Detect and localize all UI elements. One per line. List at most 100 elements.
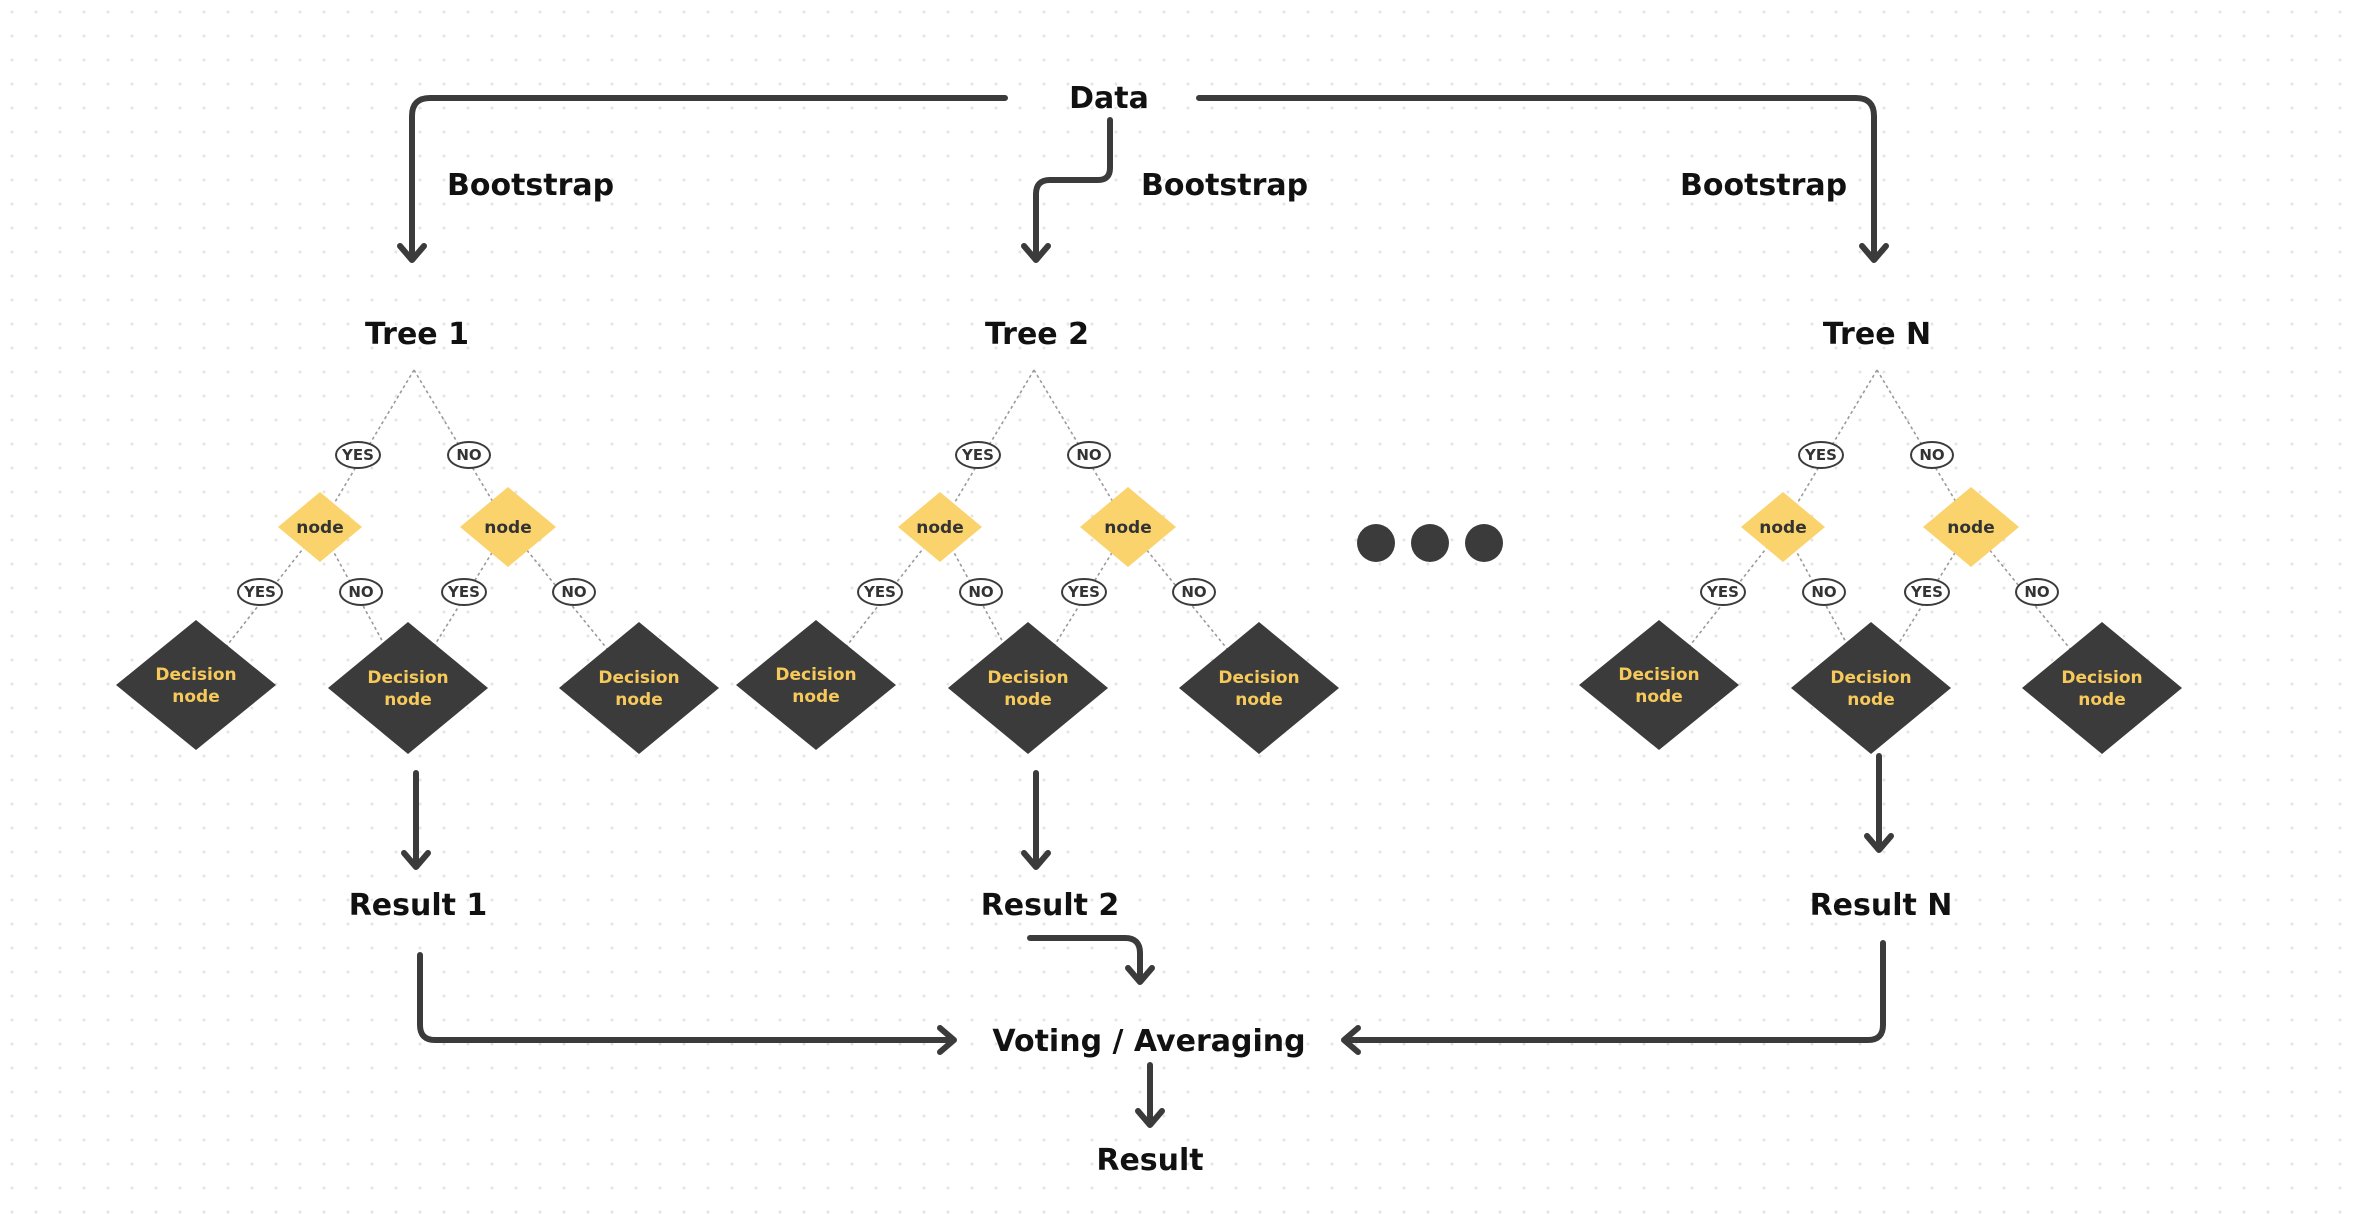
bootstrap-flow-2 <box>1021 117 1113 263</box>
yes-branch-label: YES <box>1804 446 1837 464</box>
branch-line <box>1970 526 2103 689</box>
leaf-decision-node <box>1179 622 1339 754</box>
split-node-label: node <box>916 518 963 538</box>
leaf-label-line-2: node <box>1235 690 1282 710</box>
no-branch-pill <box>1172 578 1216 606</box>
split-node <box>1080 487 1176 567</box>
leaf-decision-node <box>948 622 1108 754</box>
no-branch-label: NO <box>968 583 993 601</box>
branch-line <box>1127 526 1260 689</box>
split-node-label: node <box>1104 518 1151 538</box>
yes-branch-label: YES <box>961 446 994 464</box>
split-node <box>1741 492 1825 562</box>
final-result-label: Result <box>1096 1143 1203 1178</box>
yes-branch-pill <box>441 578 487 606</box>
yes-branch-pill <box>955 441 1001 469</box>
split-node-label: node <box>296 518 343 538</box>
leaf-label-line-2: node <box>2078 690 2125 710</box>
yes-branch-pill <box>1904 578 1950 606</box>
yes-branch-pill <box>335 441 381 469</box>
leaf-label-line-2: node <box>1635 687 1682 707</box>
no-branch-label: NO <box>456 446 481 464</box>
no-branch-label: NO <box>2024 583 2049 601</box>
leaf-label-line-1: Decision <box>598 668 679 688</box>
leaf-label-line-1: Decision <box>987 668 1068 688</box>
yes-branch-pill <box>1798 441 1844 469</box>
no-branch-pill <box>1910 441 1954 469</box>
yes-branch-pill <box>857 578 903 606</box>
leaf-decision-node <box>116 620 276 750</box>
leaf-decision-node <box>328 622 488 754</box>
yes-branch-label: YES <box>1067 583 1100 601</box>
leaf-decision-node <box>559 622 719 754</box>
leaf-label-line-2: node <box>1847 690 1894 710</box>
arrowhead <box>1864 833 1894 853</box>
tree-result-label: Result 2 <box>981 888 1120 923</box>
split-node <box>278 492 362 562</box>
tree-result-label: Result 1 <box>349 888 488 923</box>
data-label: Data <box>1069 81 1149 116</box>
tree-title: Tree 1 <box>365 317 469 352</box>
split-node-label: node <box>1759 518 1806 538</box>
leaf-label-line-1: Decision <box>2061 668 2142 688</box>
leaf-label-line-1: Decision <box>775 665 856 685</box>
bootstrap-label-2: Bootstrap <box>1141 168 1308 203</box>
aggregate-to-result <box>1135 1062 1165 1128</box>
no-branch-pill <box>447 441 491 469</box>
yes-branch-label: YES <box>243 583 276 601</box>
leaf-label-line-2: node <box>615 690 662 710</box>
bootstrap-flow-3 <box>1196 95 1889 263</box>
no-branch-pill <box>552 578 596 606</box>
leaf-label-line-2: node <box>384 690 431 710</box>
leaf-decision-node <box>2022 622 2182 754</box>
no-branch-pill <box>1067 441 1111 469</box>
leaf-decision-node <box>1579 620 1739 750</box>
yes-branch-pill <box>1061 578 1107 606</box>
no-branch-label: NO <box>1076 446 1101 464</box>
arrowhead <box>1021 850 1051 870</box>
no-branch-label: NO <box>1919 446 1944 464</box>
leaf-label-line-1: Decision <box>367 668 448 688</box>
yes-branch-label: YES <box>447 583 480 601</box>
tree-title: Tree N <box>1823 317 1931 352</box>
leaf-label-line-2: node <box>792 687 839 707</box>
result-n-to-aggregate <box>1341 940 1886 1055</box>
leaf-label-line-1: Decision <box>1218 668 1299 688</box>
yes-branch-label: YES <box>1910 583 1943 601</box>
bootstrap-label-1: Bootstrap <box>447 168 614 203</box>
split-node-label: node <box>484 518 531 538</box>
no-branch-pill <box>339 578 383 606</box>
split-node <box>1923 487 2019 567</box>
no-branch-label: NO <box>1811 583 1836 601</box>
result-1-to-aggregate <box>417 952 957 1055</box>
no-branch-pill <box>2015 578 2059 606</box>
no-branch-label: NO <box>348 583 373 601</box>
leaf-label-line-2: node <box>172 687 219 707</box>
bootstrap-label-3: Bootstrap <box>1680 168 1847 203</box>
leaf-label-line-1: Decision <box>1830 668 1911 688</box>
yes-branch-label: YES <box>863 583 896 601</box>
split-node <box>460 487 556 567</box>
arrowhead <box>401 850 431 870</box>
leaf-decision-node <box>736 620 896 750</box>
branch-line <box>507 526 640 689</box>
yes-branch-label: YES <box>341 446 374 464</box>
ellipsis-icon <box>1357 524 1503 562</box>
no-branch-label: NO <box>1181 583 1206 601</box>
tree-result-label: Result N <box>1810 888 1953 923</box>
leaf-label-line-2: node <box>1004 690 1051 710</box>
result-2-to-aggregate <box>1027 935 1155 985</box>
yes-branch-pill <box>237 578 283 606</box>
bootstrap-flow-1 <box>397 95 1008 263</box>
tree-title: Tree 2 <box>985 317 1089 352</box>
yes-branch-label: YES <box>1706 583 1739 601</box>
leaf-label-line-1: Decision <box>1618 665 1699 685</box>
aggregate-label: Voting / Averaging <box>992 1024 1305 1059</box>
split-node-label: node <box>1947 518 1994 538</box>
no-branch-label: NO <box>561 583 586 601</box>
leaf-decision-node <box>1791 622 1951 754</box>
split-node <box>898 492 982 562</box>
yes-branch-pill <box>1700 578 1746 606</box>
